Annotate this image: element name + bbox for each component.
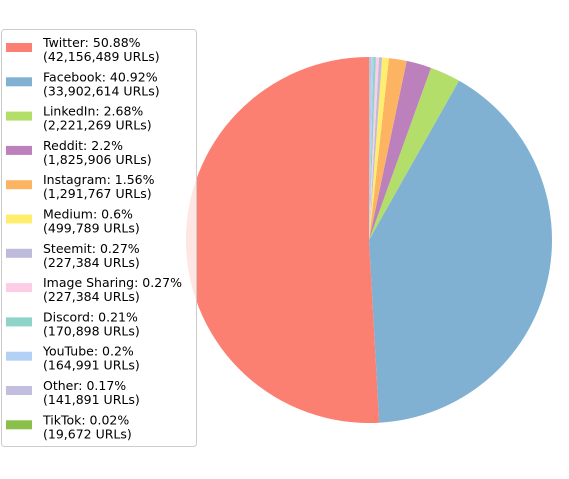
legend-swatch-11 <box>6 420 32 430</box>
legend-swatch-2 <box>6 111 32 121</box>
pie-slice-0 <box>185 56 380 424</box>
legend-swatch-1 <box>6 77 32 87</box>
legend-label-7: Image Sharing: 0.27% <box>43 275 182 290</box>
legend-sublabel-2: (2,221,269 URLs) <box>43 118 152 133</box>
legend-label-0: Twitter: 50.88% <box>42 35 141 50</box>
legend-swatch-10 <box>6 386 32 395</box>
legend-sublabel-7: (227,384 URLs) <box>43 289 140 304</box>
legend-sublabel-3: (1,825,906 URLs) <box>43 152 152 167</box>
pie-slice-6 <box>369 57 383 240</box>
pie-slice-8 <box>369 57 376 240</box>
legend-sublabel-6: (227,384 URLs) <box>43 255 140 270</box>
pie-slice-2 <box>369 67 459 240</box>
pie-slice-9 <box>369 57 374 241</box>
legend-sublabel-8: (170,898 URLs) <box>43 323 140 338</box>
pie-slice-1 <box>369 80 553 423</box>
legend-swatch-7 <box>6 283 32 293</box>
legend-label-8: Discord: 0.21% <box>43 309 138 324</box>
legend-label-11: TikTok: 0.02% <box>42 412 129 427</box>
pie-slices <box>185 56 553 424</box>
legend-sublabel-10: (141,891 URLs) <box>43 392 140 407</box>
pie-slice-7 <box>369 57 379 240</box>
legend-label-5: Medium: 0.6% <box>43 207 133 222</box>
legend-label-1: Facebook: 40.92% <box>43 69 158 84</box>
pie-slice-4 <box>369 58 407 241</box>
pie-slice-5 <box>369 57 389 240</box>
legend: Twitter: 50.88%(42,156,489 URLs) Facebook… <box>6 35 182 441</box>
legend-frame <box>1 29 197 447</box>
legend-swatch-3 <box>6 145 32 155</box>
legend-swatch-4 <box>6 180 32 190</box>
legend-swatch-5 <box>6 214 32 224</box>
legend-label-6: Steemit: 0.27% <box>43 241 140 256</box>
legend-swatch-6 <box>6 248 32 258</box>
legend-swatch-9 <box>6 351 32 361</box>
legend-label-4: Instagram: 1.56% <box>43 172 155 187</box>
legend-sublabel-9: (164,991 URLs) <box>43 358 140 373</box>
legend-swatch-0 <box>6 43 32 52</box>
legend-sublabel-0: (42,156,489 URLs) <box>43 49 160 64</box>
legend-sublabel-1: (33,902,614 URLs) <box>43 83 160 98</box>
legend-label-2: LinkedIn: 2.68% <box>43 104 143 119</box>
legend-swatch-8 <box>6 317 32 327</box>
pie-slice-3 <box>369 60 431 240</box>
legend-label-10: Other: 0.17% <box>43 378 126 393</box>
legend-label-3: Reddit: 2.2% <box>43 138 123 153</box>
legend-label-9: YouTube: 0.2% <box>42 344 134 359</box>
legend-sublabel-11: (19,672 URLs) <box>43 426 132 441</box>
legend-sublabel-5: (499,789 URLs) <box>43 221 140 236</box>
legend-sublabel-4: (1,291,767 URLs) <box>43 186 152 201</box>
pie-slice-10 <box>369 56 372 240</box>
